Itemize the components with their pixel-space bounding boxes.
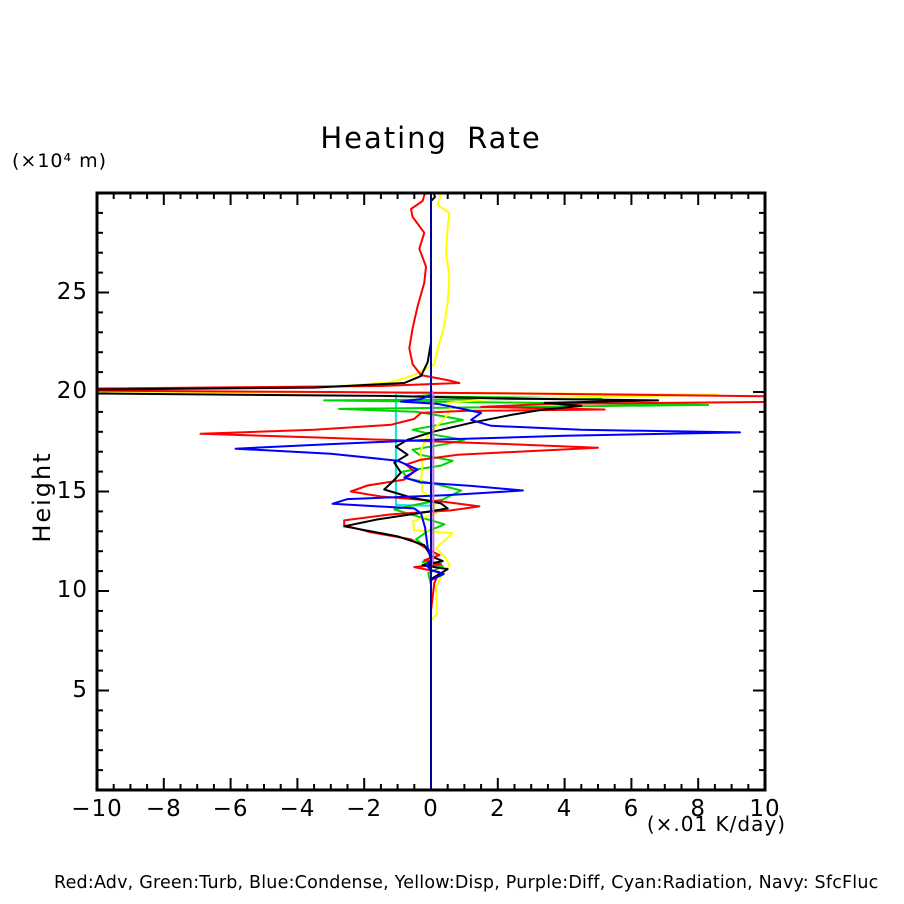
chart-title: Heating Rate — [320, 121, 542, 155]
legend-text: Red:Adv, Green:Turb, Blue:Condense, Yell… — [54, 873, 879, 893]
y-tick-label: 10 — [56, 577, 88, 603]
x-tick-label: 8 — [690, 796, 706, 822]
y-tick-label: 15 — [56, 477, 88, 504]
x-tick-label: 10 — [749, 796, 781, 822]
y-axis-unit-label: (×10⁴ m) — [12, 150, 108, 172]
y-tick-label: 25 — [56, 278, 88, 305]
y-tick-label: 20 — [56, 378, 88, 404]
x-tick-label: −4 — [279, 796, 316, 822]
plot-frame — [95, 191, 767, 792]
x-tick-label: −2 — [346, 796, 383, 822]
x-tick-label: −10 — [71, 796, 123, 822]
series-disp-line — [97, 193, 720, 621]
x-tick-label: 6 — [623, 796, 640, 822]
series-diff-line — [430, 389, 435, 569]
y-tick-label: 5 — [72, 676, 88, 703]
x-tick-label: 4 — [556, 796, 573, 822]
series-condense-line — [234, 193, 741, 790]
x-tick-label: 2 — [489, 796, 506, 822]
x-tick-label: −8 — [145, 796, 182, 822]
x-tick-label: −6 — [212, 796, 249, 822]
series-turb-line — [323, 394, 710, 586]
x-tick-label: 0 — [423, 796, 439, 822]
series-black_unlabeled-line — [97, 193, 660, 581]
x-axis-unit-label: (×.01 K/day) — [646, 812, 786, 836]
